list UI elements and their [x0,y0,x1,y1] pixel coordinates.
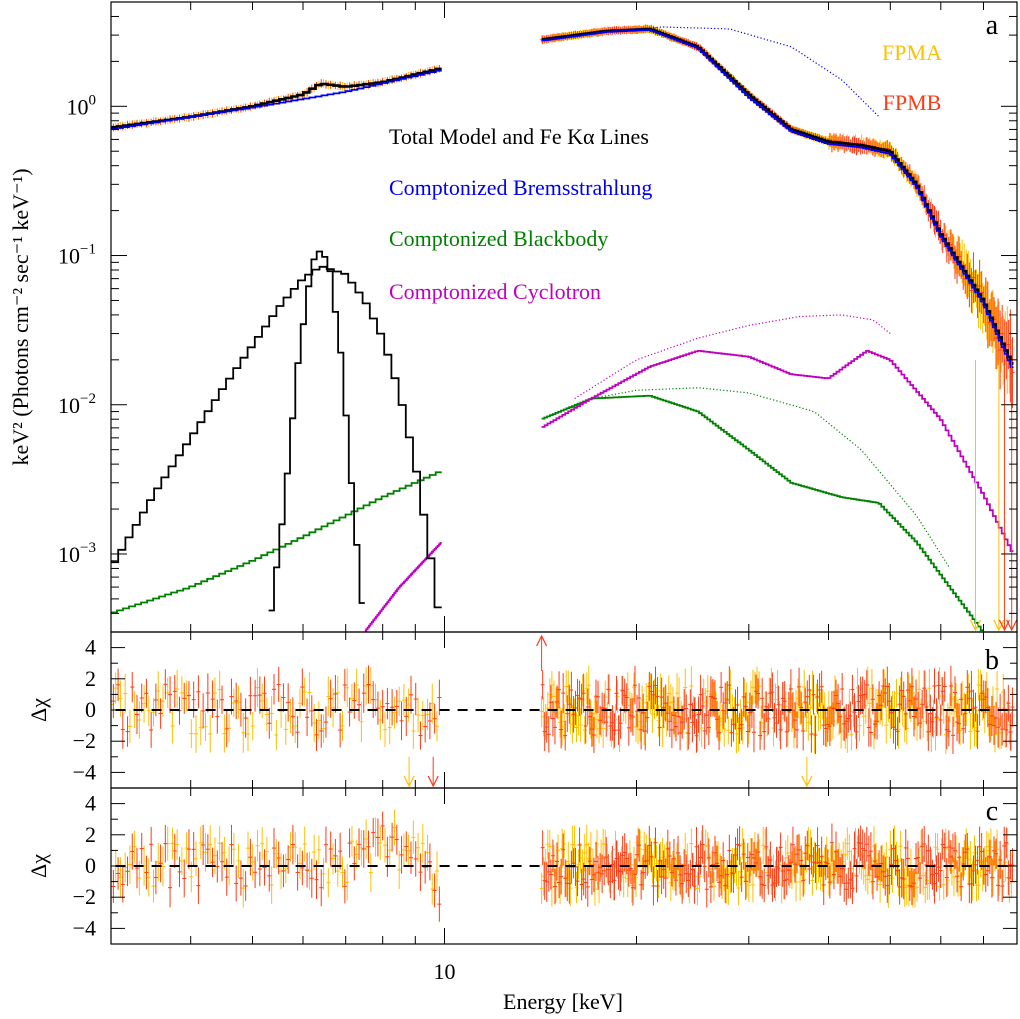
legend-total-model: Total Model and Fe Kα Lines [389,124,649,149]
legend-comptonized-blackbody: Comptonized Blackbody [389,226,608,251]
model-curve-comptonized-blackbody-0 [111,471,442,614]
panel-c-plot-area [111,809,1016,922]
residual-arrowhead [536,634,548,647]
x-axis-title: Energy [keV] [503,989,623,1014]
model-curve-comptonized-bremsstrahlung-unabsorbed-0 [541,26,880,118]
model-curve-comptonized-bremsstrahlung-1 [541,29,1014,368]
model-curve-comptonized-cyclotron-unabsorbed-0 [574,314,891,400]
panel-a-frame [110,1,1018,633]
residual-y-tick-label: 4 [85,791,96,816]
model-curve-fe-k-line-narrow-0 [268,250,365,612]
model-curve-comptonized-cyclotron-1 [541,350,1014,552]
legend-comptonized-bremsstrahlung: Comptonized Bremsstrahlung [389,175,652,200]
residual-y-tick-label: 4 [85,635,96,660]
y-tick-label: 10−1 [58,242,96,269]
y-tick-label: 10−2 [58,391,96,418]
legend-comptonized-cyclotron: Comptonized Cyclotron [389,279,601,304]
residual-y-tick-label: −4 [73,915,96,940]
axes-layer: 10 100 10−1 10−2 10−3 4 2 0 −2 −4 4 2 0 −2 −4 keV² (Ph… [8,1,1018,1014]
axis-ticks [110,1,1017,944]
residual-y-tick-label: −4 [73,759,96,784]
residual-y-tick-label: 2 [85,666,96,691]
residual-arrowhead [427,775,439,788]
upper-limit-arrowhead [969,619,982,632]
y-tick-label: 10−3 [58,540,96,567]
x-tick-label: 10 [433,959,455,984]
panel-c-y-axis-title: Δχ [26,854,51,878]
residual-arrowhead [403,775,415,788]
legend-fpma: FPMA [882,40,942,65]
panel-letter-c: c [986,796,998,827]
panel-a-y-axis-title: keV² (Photons cm⁻² sec⁻¹ keV⁻¹) [8,168,33,465]
residual-y-tick-label: −2 [73,728,96,753]
panel-a-plot-area [111,24,1017,632]
panel-b-plot-area [111,634,1016,788]
tick-labels: 10 100 10−1 10−2 10−3 4 2 0 −2 −4 4 2 0 −2 −4 [58,92,455,984]
panel-letter-a: a [986,10,999,41]
data-layer [111,24,1017,922]
model-curve-comptonized-bremsstrahlung-0 [111,69,442,130]
residual-y-tick-label: 0 [85,853,96,878]
residual-y-tick-label: 0 [85,697,96,722]
model-curve-comptonized-blackbody-1 [541,394,984,632]
y-tick-label: 100 [67,92,97,119]
legend-fpmb: FPMB [883,90,942,115]
residual-y-tick-label: −2 [73,884,96,909]
model-curve-comptonized-blackbody-unabsorbed-0 [591,387,951,569]
upper-limit-arrowhead [993,619,1005,632]
residual-y-tick-label: 2 [85,822,96,847]
model-curve-comptonized-cyclotron-0 [364,542,442,632]
residual-arrowhead [801,775,813,788]
model-curve-fe-k-line-broad-0 [111,265,442,609]
panel-b-y-axis-title: Δχ [26,698,51,722]
panel-letter-b: b [985,645,999,676]
upper-limit-arrowhead [1006,619,1017,632]
